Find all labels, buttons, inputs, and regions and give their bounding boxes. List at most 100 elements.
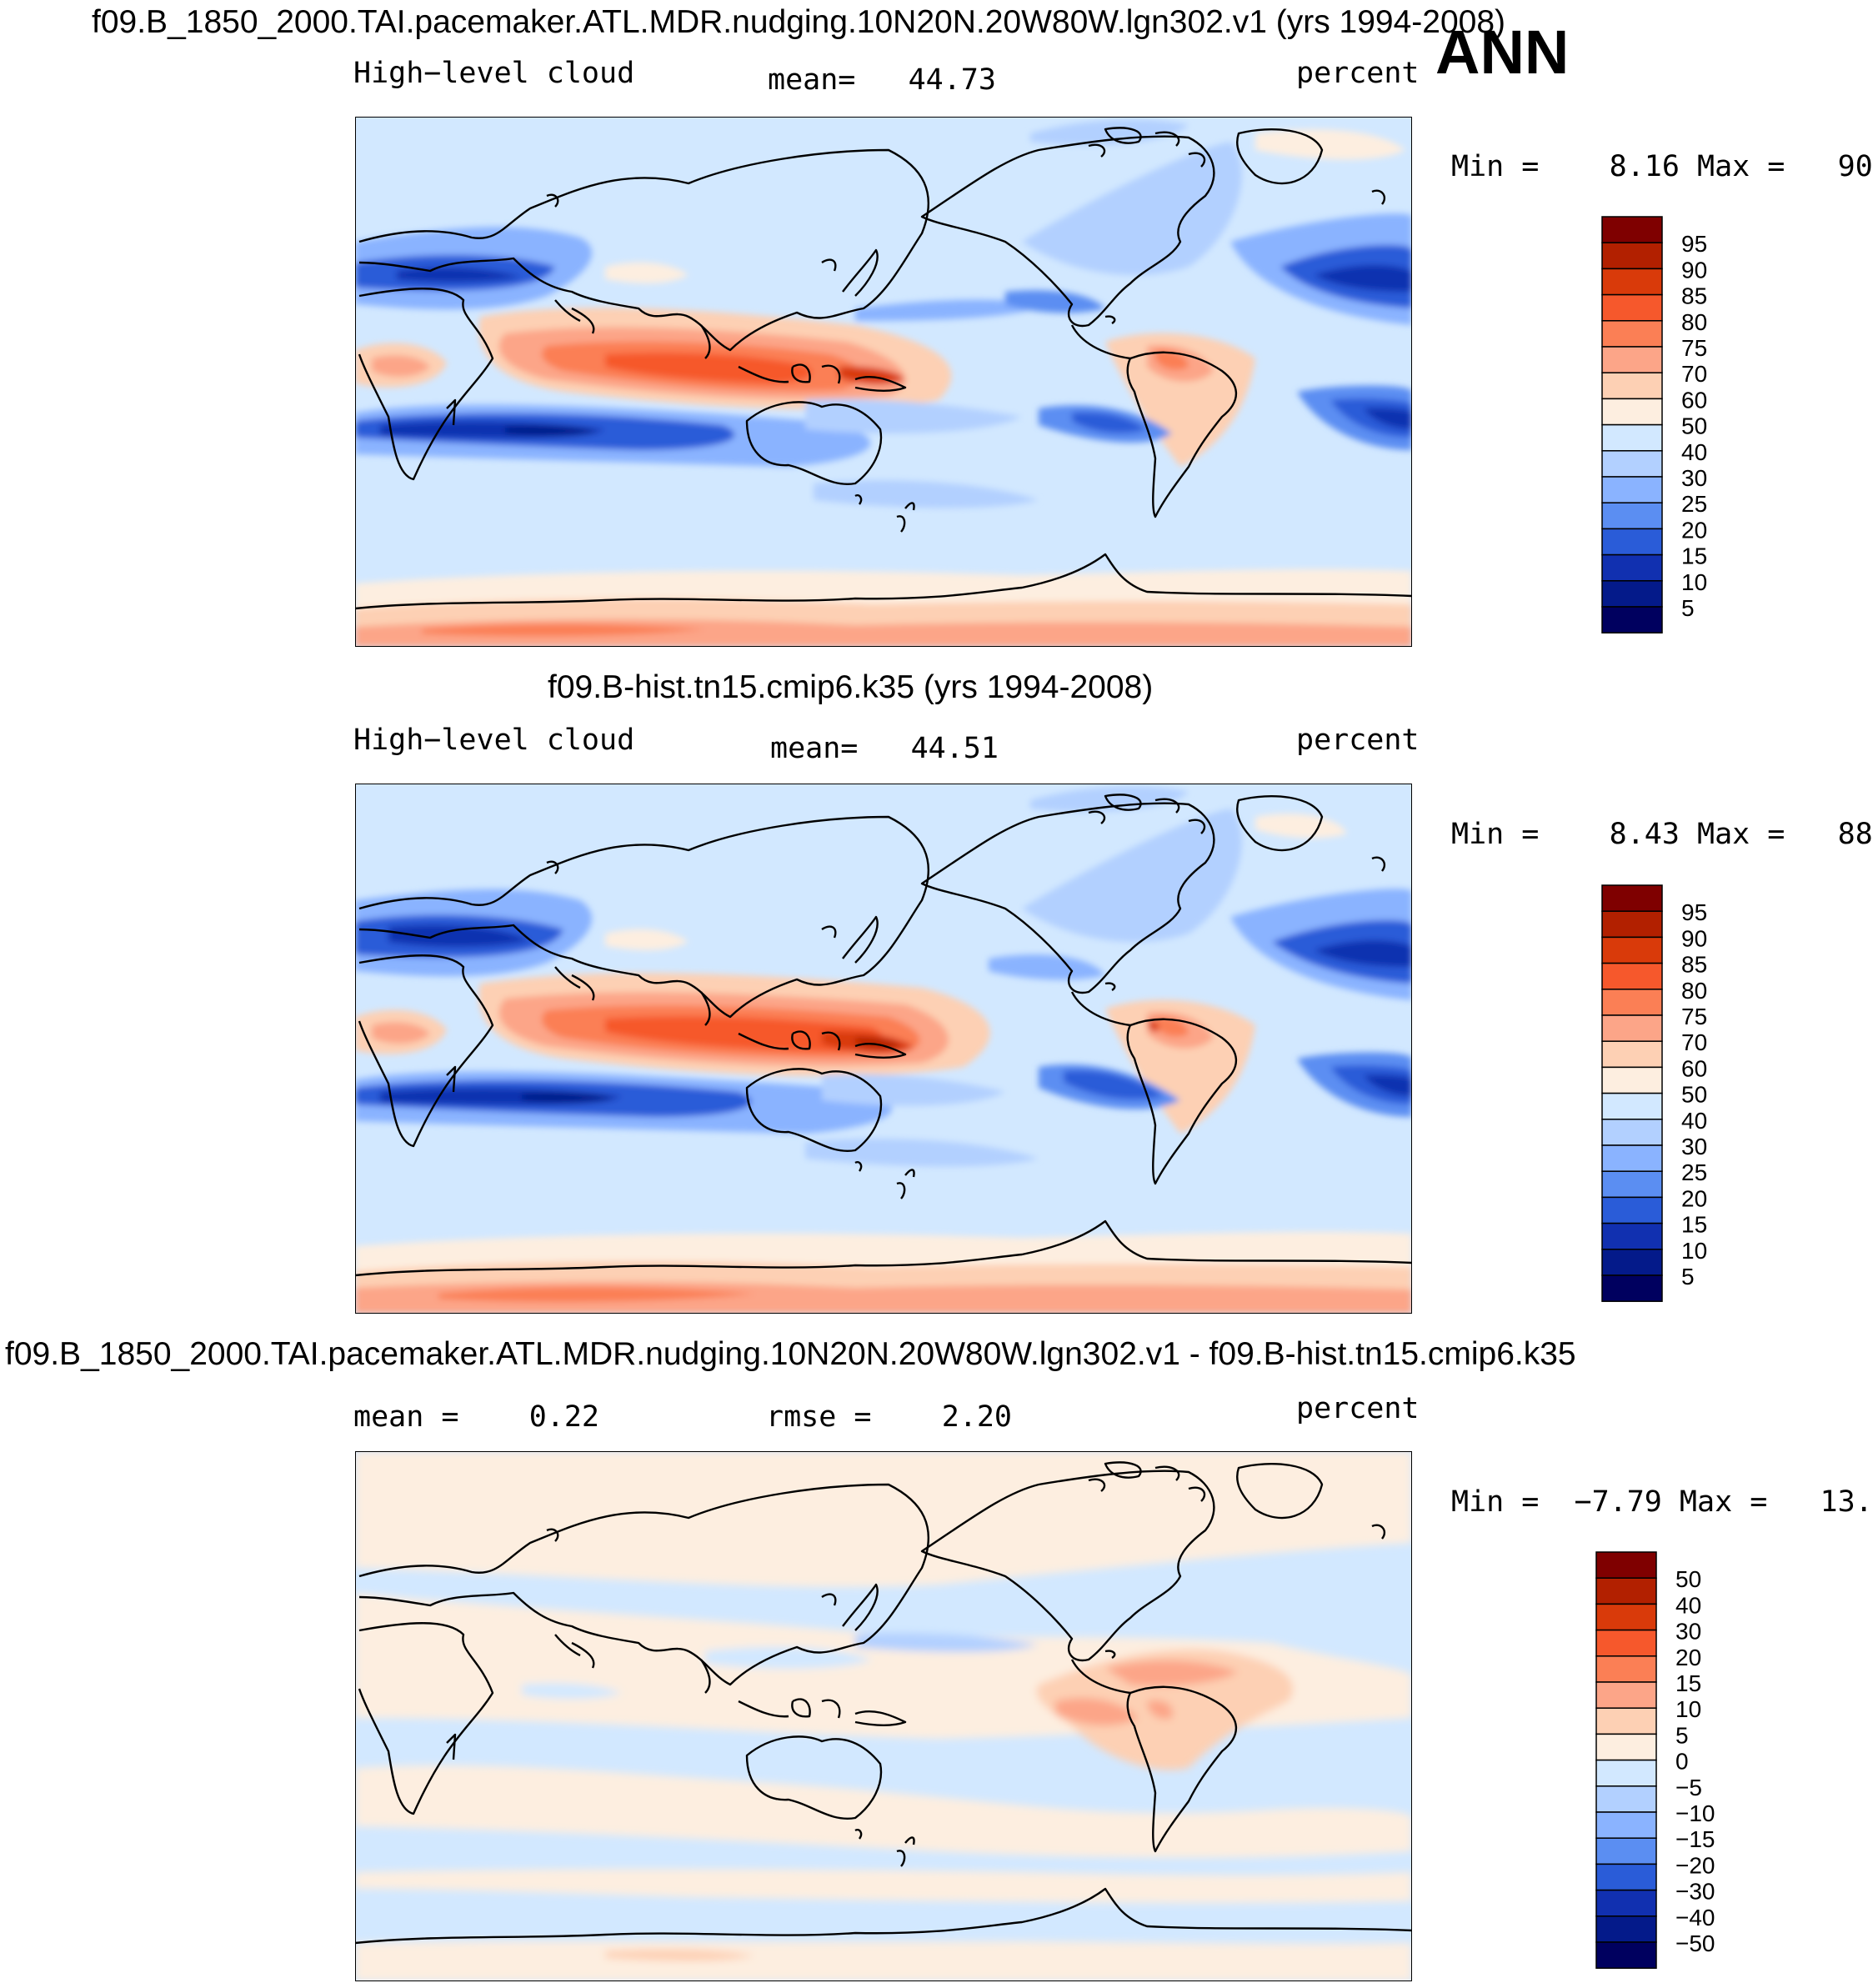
panel2-title: f09.B-hist.tn15.cmip6.k35 (yrs 1994-2008…: [548, 669, 1154, 705]
colorbar-swatch: [1595, 1733, 1657, 1761]
colorbar-tick-label: 10: [1675, 1696, 1701, 1722]
colorbar-swatch: [1601, 1222, 1663, 1250]
colorbar-swatch: [1595, 1577, 1657, 1605]
colorbar-tick-label: 15: [1681, 1212, 1707, 1238]
colorbar-swatch: [1595, 1681, 1657, 1709]
panel3-map: [355, 1451, 1412, 1981]
colorbar-swatch: [1601, 216, 1663, 243]
colorbar-swatch: [1595, 1655, 1657, 1683]
colorbar-tick-label: 70: [1681, 361, 1707, 387]
panel1-map: [355, 117, 1412, 647]
colorbar-tick-label: 50: [1681, 413, 1707, 439]
colorbar-swatch: [1601, 1092, 1663, 1120]
colorbar-swatch: [1595, 1759, 1657, 1787]
colorbar-swatch: [1601, 1144, 1663, 1172]
colorbar-swatch: [1601, 528, 1663, 556]
colorbar-swatch: [1601, 476, 1663, 503]
colorbar-tick-label: 70: [1681, 1029, 1707, 1055]
colorbar-swatch: [1601, 553, 1663, 582]
panel3-minmax: Min = −7.79 Max = 13.17: [1451, 1485, 1873, 1519]
colorbar-tick-label: −50: [1675, 1930, 1715, 1956]
colorbar-tick-label: 95: [1681, 899, 1707, 925]
colorbar-swatch: [1595, 1837, 1657, 1865]
colorbar-tick-label: −5: [1675, 1775, 1702, 1800]
colorbar-tick-label: 0: [1675, 1749, 1689, 1775]
panel1-minmax: Min = 8.16 Max = 90.85: [1451, 150, 1873, 183]
coastlines: [355, 794, 1412, 1277]
colorbar-swatch: [1601, 936, 1663, 964]
colorbar-swatch: [1601, 1119, 1663, 1146]
colorbar-swatch: [1595, 1603, 1657, 1631]
colorbar-tick-label: 85: [1681, 952, 1707, 978]
colorbar-tick-label: −30: [1675, 1879, 1715, 1905]
colorbar-tick-label: −20: [1675, 1852, 1715, 1878]
colorbar-tick-label: 10: [1681, 1238, 1707, 1264]
colorbar-swatch: [1601, 606, 1663, 633]
colorbar-tick-label: −10: [1675, 1800, 1715, 1826]
colorbar-swatch: [1595, 1707, 1657, 1735]
colorbar-tick-label: 40: [1675, 1592, 1701, 1618]
panel2-minmax: Min = 8.43 Max = 88.69: [1451, 818, 1873, 851]
colorbar-tick-label: 60: [1681, 1055, 1707, 1081]
colorbar-tick-label: 60: [1681, 387, 1707, 413]
panel3-mean-label: mean = 0.22: [353, 1400, 600, 1434]
colorbar-swatch: [1595, 1629, 1657, 1657]
colorbar-swatch: [1601, 989, 1663, 1016]
panel3-title: f09.B_1850_2000.TAI.pacemaker.ATL.MDR.nu…: [5, 1336, 1576, 1372]
panel2-mean-label: mean= 44.51: [770, 732, 999, 765]
colorbar-tick-label: 80: [1681, 309, 1707, 335]
colorbar-swatch: [1601, 1014, 1663, 1042]
colorbar-swatch: [1601, 293, 1663, 322]
colorbar-tick-label: 5: [1675, 1722, 1689, 1748]
colorbar-tick-label: 50: [1681, 1082, 1707, 1108]
colorbar-tick-label: 15: [1675, 1670, 1701, 1696]
panel1-units-label: percent: [1296, 57, 1420, 90]
colorbar-tick-label: 75: [1681, 1004, 1707, 1029]
season-label: ANN: [1435, 18, 1570, 87]
colorbar-swatch: [1601, 372, 1663, 400]
colorbar-swatch: [1601, 1274, 1663, 1302]
panel3-units-label: percent: [1296, 1392, 1420, 1425]
panel2-units-label: percent: [1296, 724, 1420, 757]
colorbar-tick-label: 20: [1681, 517, 1707, 543]
colorbar-swatch: [1601, 1040, 1663, 1069]
colorbar-swatch: [1601, 502, 1663, 530]
colorbar-tick-label: 25: [1681, 491, 1707, 517]
colorbar-swatch: [1595, 1551, 1657, 1579]
colorbar-tick-label: 15: [1681, 543, 1707, 569]
colorbar-swatch: [1601, 320, 1663, 348]
colorbar-tick-label: 30: [1681, 1134, 1707, 1159]
colorbar-swatch: [1601, 242, 1663, 270]
colorbar-tick-label: 95: [1681, 231, 1707, 257]
colorbar-tick-label: 75: [1681, 335, 1707, 361]
colorbar-swatch: [1595, 1915, 1657, 1943]
colorbar-tick-label: −40: [1675, 1905, 1715, 1930]
colorbar-swatch: [1601, 1066, 1663, 1094]
colorbar-swatch: [1595, 1863, 1657, 1891]
colorbar-swatch: [1601, 962, 1663, 990]
colorbar-tick-label: 25: [1681, 1159, 1707, 1185]
colorbar-tick-label: 30: [1681, 465, 1707, 491]
colorbar-swatch: [1601, 423, 1663, 452]
colorbar-tick-label: 40: [1681, 1108, 1707, 1134]
coastlines: [355, 1461, 1412, 1945]
colorbar-swatch: [1595, 1785, 1657, 1813]
colorbar-swatch: [1601, 1249, 1663, 1276]
panel1-variable-label: High−level cloud: [353, 57, 635, 90]
colorbar-swatch: [1601, 580, 1663, 608]
panel2-map: [355, 784, 1412, 1314]
panel1-title: f09.B_1850_2000.TAI.pacemaker.ATL.MDR.nu…: [92, 4, 1506, 40]
colorbar-tick-label: 20: [1681, 1185, 1707, 1211]
panel2-variable-label: High−level cloud: [353, 724, 635, 757]
colorbar-swatch: [1595, 1941, 1657, 1969]
colorbar-tick-label: 50: [1675, 1566, 1701, 1592]
colorbar-swatch: [1595, 1811, 1657, 1839]
colorbar-tick-label: 90: [1681, 257, 1707, 283]
colorbar-tick-label: 5: [1681, 1264, 1695, 1289]
colorbar-tick-label: 85: [1681, 283, 1707, 309]
colorbar-swatch: [1595, 1889, 1657, 1917]
colorbar-swatch: [1601, 268, 1663, 296]
panel1-mean-label: mean= 44.73: [768, 63, 996, 97]
